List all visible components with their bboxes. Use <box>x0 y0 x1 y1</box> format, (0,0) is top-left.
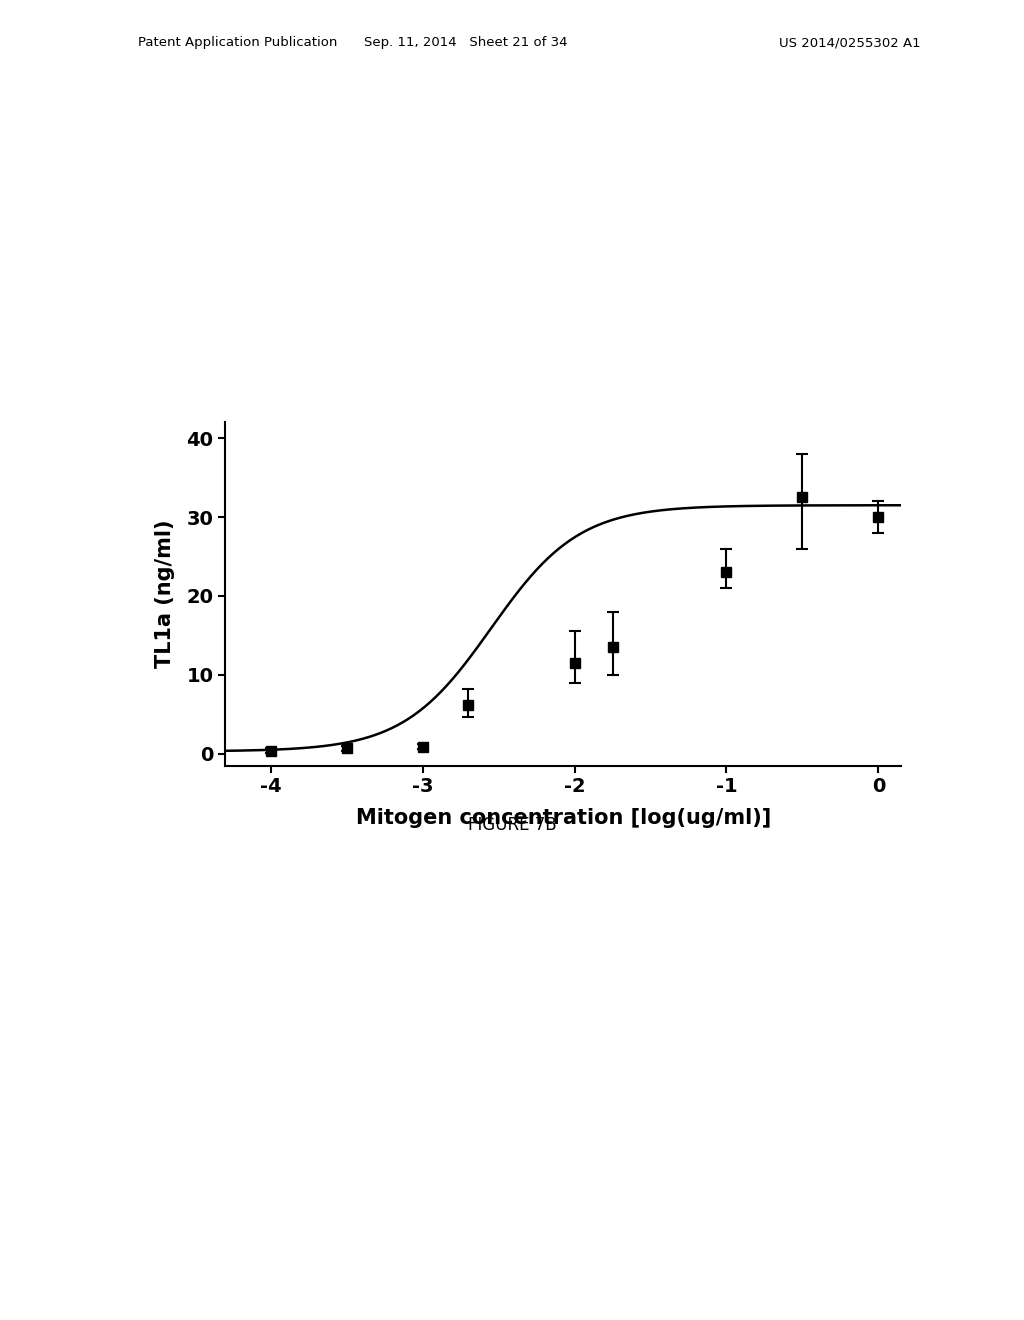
Text: Patent Application Publication: Patent Application Publication <box>138 36 338 49</box>
X-axis label: Mitogen concentration [log(ug/ml)]: Mitogen concentration [log(ug/ml)] <box>355 808 771 828</box>
Y-axis label: TL1a (ng/ml): TL1a (ng/ml) <box>156 520 175 668</box>
Text: FIGURE 7B: FIGURE 7B <box>468 816 556 834</box>
Text: Sep. 11, 2014   Sheet 21 of 34: Sep. 11, 2014 Sheet 21 of 34 <box>365 36 567 49</box>
Text: US 2014/0255302 A1: US 2014/0255302 A1 <box>779 36 921 49</box>
